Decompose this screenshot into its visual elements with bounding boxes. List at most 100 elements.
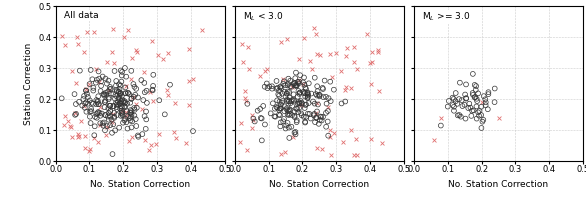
Point	[137, 107, 146, 111]
Point	[271, 115, 280, 118]
Point	[295, 74, 305, 77]
Point	[107, 92, 116, 95]
Point	[329, 131, 338, 134]
Point	[111, 84, 121, 87]
Point	[461, 117, 470, 120]
Point	[91, 81, 100, 84]
Point	[125, 101, 135, 104]
Point	[85, 150, 94, 153]
Point	[185, 103, 194, 106]
Point	[94, 103, 103, 106]
Point	[97, 84, 106, 88]
Point	[91, 98, 101, 102]
Point	[340, 100, 350, 103]
Point	[127, 109, 137, 113]
Point	[283, 84, 292, 87]
Point	[153, 53, 162, 56]
Point	[146, 143, 156, 146]
Point	[98, 92, 108, 96]
Point	[244, 46, 253, 49]
Point	[294, 57, 304, 61]
Point	[448, 103, 458, 107]
Point	[283, 90, 292, 93]
Point	[323, 105, 333, 109]
Point	[275, 114, 285, 117]
Point	[468, 93, 478, 97]
Point	[93, 100, 103, 104]
Point	[115, 107, 125, 110]
Point	[129, 95, 138, 98]
Point	[464, 106, 473, 110]
Point	[301, 115, 311, 118]
Point	[263, 68, 272, 71]
Point	[88, 86, 98, 89]
Point	[104, 96, 114, 99]
Point	[74, 134, 84, 137]
Point	[304, 82, 314, 85]
Point	[292, 107, 302, 111]
Point	[312, 116, 321, 120]
Point	[101, 91, 111, 94]
Point	[132, 106, 141, 109]
X-axis label: No. Station Correction: No. Station Correction	[90, 180, 190, 189]
Point	[72, 35, 81, 39]
Point	[325, 53, 335, 56]
Point	[288, 104, 297, 108]
Point	[83, 102, 93, 105]
Point	[117, 80, 126, 83]
Point	[326, 153, 336, 157]
Point	[472, 84, 481, 88]
Point	[471, 88, 481, 92]
Point	[282, 106, 292, 110]
Point	[85, 99, 94, 102]
Point	[315, 118, 325, 122]
Point	[96, 80, 105, 83]
Point	[366, 137, 376, 140]
Point	[108, 28, 117, 31]
Point	[60, 123, 69, 127]
Point	[473, 92, 483, 95]
Point	[282, 99, 292, 103]
Point	[163, 88, 172, 92]
Point	[481, 101, 490, 104]
Point	[312, 116, 321, 119]
Point	[127, 97, 136, 100]
Point	[92, 113, 101, 116]
Point	[289, 93, 298, 96]
Point	[285, 109, 294, 113]
Point	[483, 93, 493, 96]
Point	[471, 95, 480, 99]
Point	[115, 92, 125, 95]
Point	[148, 89, 158, 92]
Point	[281, 127, 290, 130]
Point	[349, 46, 359, 49]
Point	[288, 98, 297, 102]
Point	[490, 87, 499, 90]
Point	[328, 75, 337, 78]
Point	[104, 111, 113, 115]
Point	[276, 153, 285, 156]
Point	[117, 101, 126, 104]
Point	[98, 124, 108, 127]
Point	[94, 77, 104, 80]
Point	[148, 99, 158, 103]
Point	[302, 91, 312, 95]
Point	[315, 93, 325, 97]
Point	[100, 100, 110, 104]
Point	[114, 90, 123, 93]
Point	[468, 91, 478, 95]
Point	[101, 114, 110, 117]
Point	[151, 142, 161, 145]
Point	[103, 115, 113, 118]
Point	[115, 102, 125, 105]
Point	[105, 88, 114, 91]
Point	[311, 92, 321, 96]
Point	[263, 87, 272, 90]
Point	[466, 114, 476, 118]
Point	[236, 122, 246, 125]
Point	[107, 131, 117, 134]
Point	[73, 42, 82, 46]
Point	[444, 99, 454, 103]
Point	[287, 85, 296, 89]
Point	[301, 87, 311, 90]
